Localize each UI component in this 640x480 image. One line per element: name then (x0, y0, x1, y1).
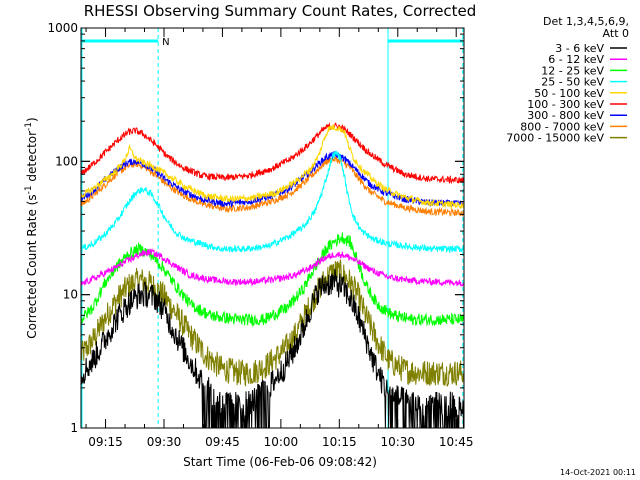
legend-label-6: 300 - 800 keV (527, 109, 604, 122)
y-axis-title-mid: detector (25, 131, 39, 186)
x-tick-label-5: 10:30 (380, 435, 415, 449)
y-axis-title-main: Corrected Count Rate (s (25, 194, 39, 338)
legend-label-2: 12 - 25 keV (541, 64, 604, 77)
x-tick-label-3: 10:00 (264, 435, 299, 449)
y-tick-label-2: 100 (55, 154, 78, 168)
legend-label-8: 7000 - 15000 keV (506, 132, 604, 145)
x-tick-label-2: 09:45 (205, 435, 240, 449)
date-stamp: 14-Oct-2021 00:11 (560, 468, 636, 477)
y-axis: 1 10 100 1000 (47, 21, 464, 435)
night-label: N (162, 37, 169, 48)
legend-label-7: 800 - 7000 keV (520, 120, 604, 133)
x-tick-label-4: 10:15 (322, 435, 357, 449)
y-axis-title-end: ) (25, 117, 39, 122)
series-line-0 (80, 268, 465, 429)
series-layer (80, 121, 465, 429)
y-axis-title: Corrected Count Rate (s-1 detector-1) (24, 117, 39, 338)
legend-header-1: Att 0 (603, 27, 629, 40)
x-tick-label-1: 09:30 (147, 435, 182, 449)
plot-frame (80, 27, 465, 429)
x-axis-title: Start Time (06-Feb-06 09:08:42) (183, 455, 377, 469)
legend-label-4: 50 - 100 keV (534, 87, 604, 100)
series-line-5 (80, 121, 465, 185)
y-tick-label-3: 1000 (47, 21, 78, 35)
y-tick-label-1: 10 (63, 288, 78, 302)
legend-label-0: 3 - 6 keV (555, 42, 604, 55)
y-tick-label-0: 1 (70, 421, 78, 435)
series-line-3 (80, 150, 465, 253)
y-axis-title-sup1: -1 (24, 185, 34, 194)
legend-header-0: Det 1,3,4,5,6,9, (543, 15, 629, 28)
series-line-8 (80, 259, 465, 388)
night-markers: N (81, 28, 464, 428)
x-tick-label-6: 10:45 (439, 435, 474, 449)
legend-label-3: 25 - 50 keV (541, 76, 604, 89)
chart-title: RHESSI Observing Summary Count Rates, Co… (84, 2, 477, 20)
x-axis: 09:15 09:30 09:45 10:00 10:15 10:30 10:45 (85, 28, 474, 449)
legend-label-1: 6 - 12 keV (548, 53, 604, 66)
x-tick-label-0: 09:15 (88, 435, 123, 449)
series-line-4 (80, 124, 465, 210)
y-axis-title-sup2: -1 (24, 122, 34, 131)
legend-label-5: 100 - 300 keV (527, 98, 604, 111)
series-line-1 (80, 248, 465, 287)
